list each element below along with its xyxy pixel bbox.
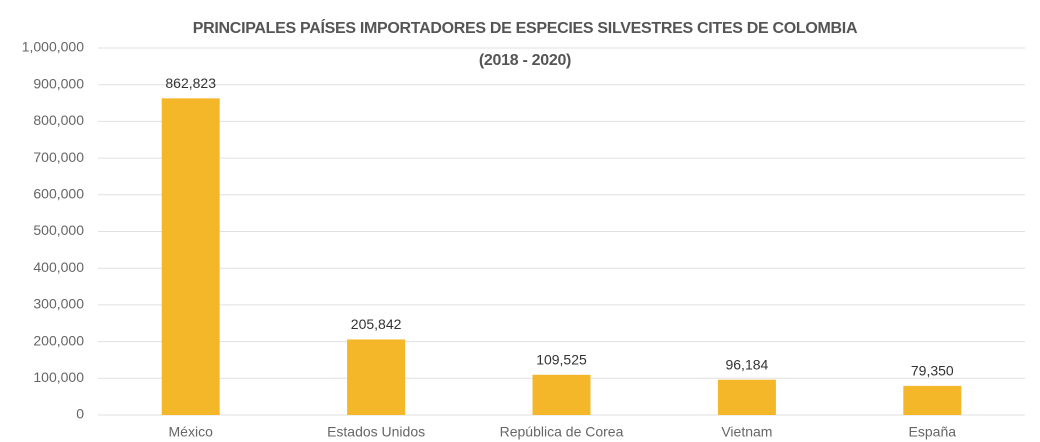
y-tick-label: 1,000,000 (22, 39, 84, 55)
x-tick-label: España (909, 424, 957, 440)
bar (161, 98, 220, 415)
y-tick-label: 0 (76, 406, 84, 422)
y-tick-label: 400,000 (33, 259, 84, 275)
x-tick-label: Estados Unidos (327, 424, 425, 440)
x-tick-label: México (169, 424, 214, 440)
value-label: 205,842 (351, 316, 402, 332)
x-tick-label: República de Corea (500, 424, 624, 440)
y-tick-label: 200,000 (33, 332, 84, 348)
y-tick-label: 600,000 (33, 186, 84, 202)
chart-title: PRINCIPALES PAÍSES IMPORTADORES DE ESPEC… (193, 18, 858, 37)
x-tick-label: Vietnam (721, 424, 772, 440)
y-tick-label: 100,000 (33, 369, 84, 385)
bar (347, 339, 406, 415)
y-tick-label: 900,000 (33, 75, 84, 91)
y-tick-label: 800,000 (33, 112, 84, 128)
value-label: 109,525 (536, 352, 587, 368)
value-label: 79,350 (911, 363, 954, 379)
y-tick-label: 700,000 (33, 149, 84, 165)
y-tick-label: 500,000 (33, 222, 84, 238)
y-tick-label: 300,000 (33, 296, 84, 312)
bar (903, 385, 962, 415)
value-label: 96,184 (725, 356, 768, 372)
value-label: 862,823 (165, 75, 216, 91)
bar (717, 379, 776, 415)
chart-subtitle: (2018 - 2020) (479, 52, 571, 69)
bar (532, 374, 591, 415)
